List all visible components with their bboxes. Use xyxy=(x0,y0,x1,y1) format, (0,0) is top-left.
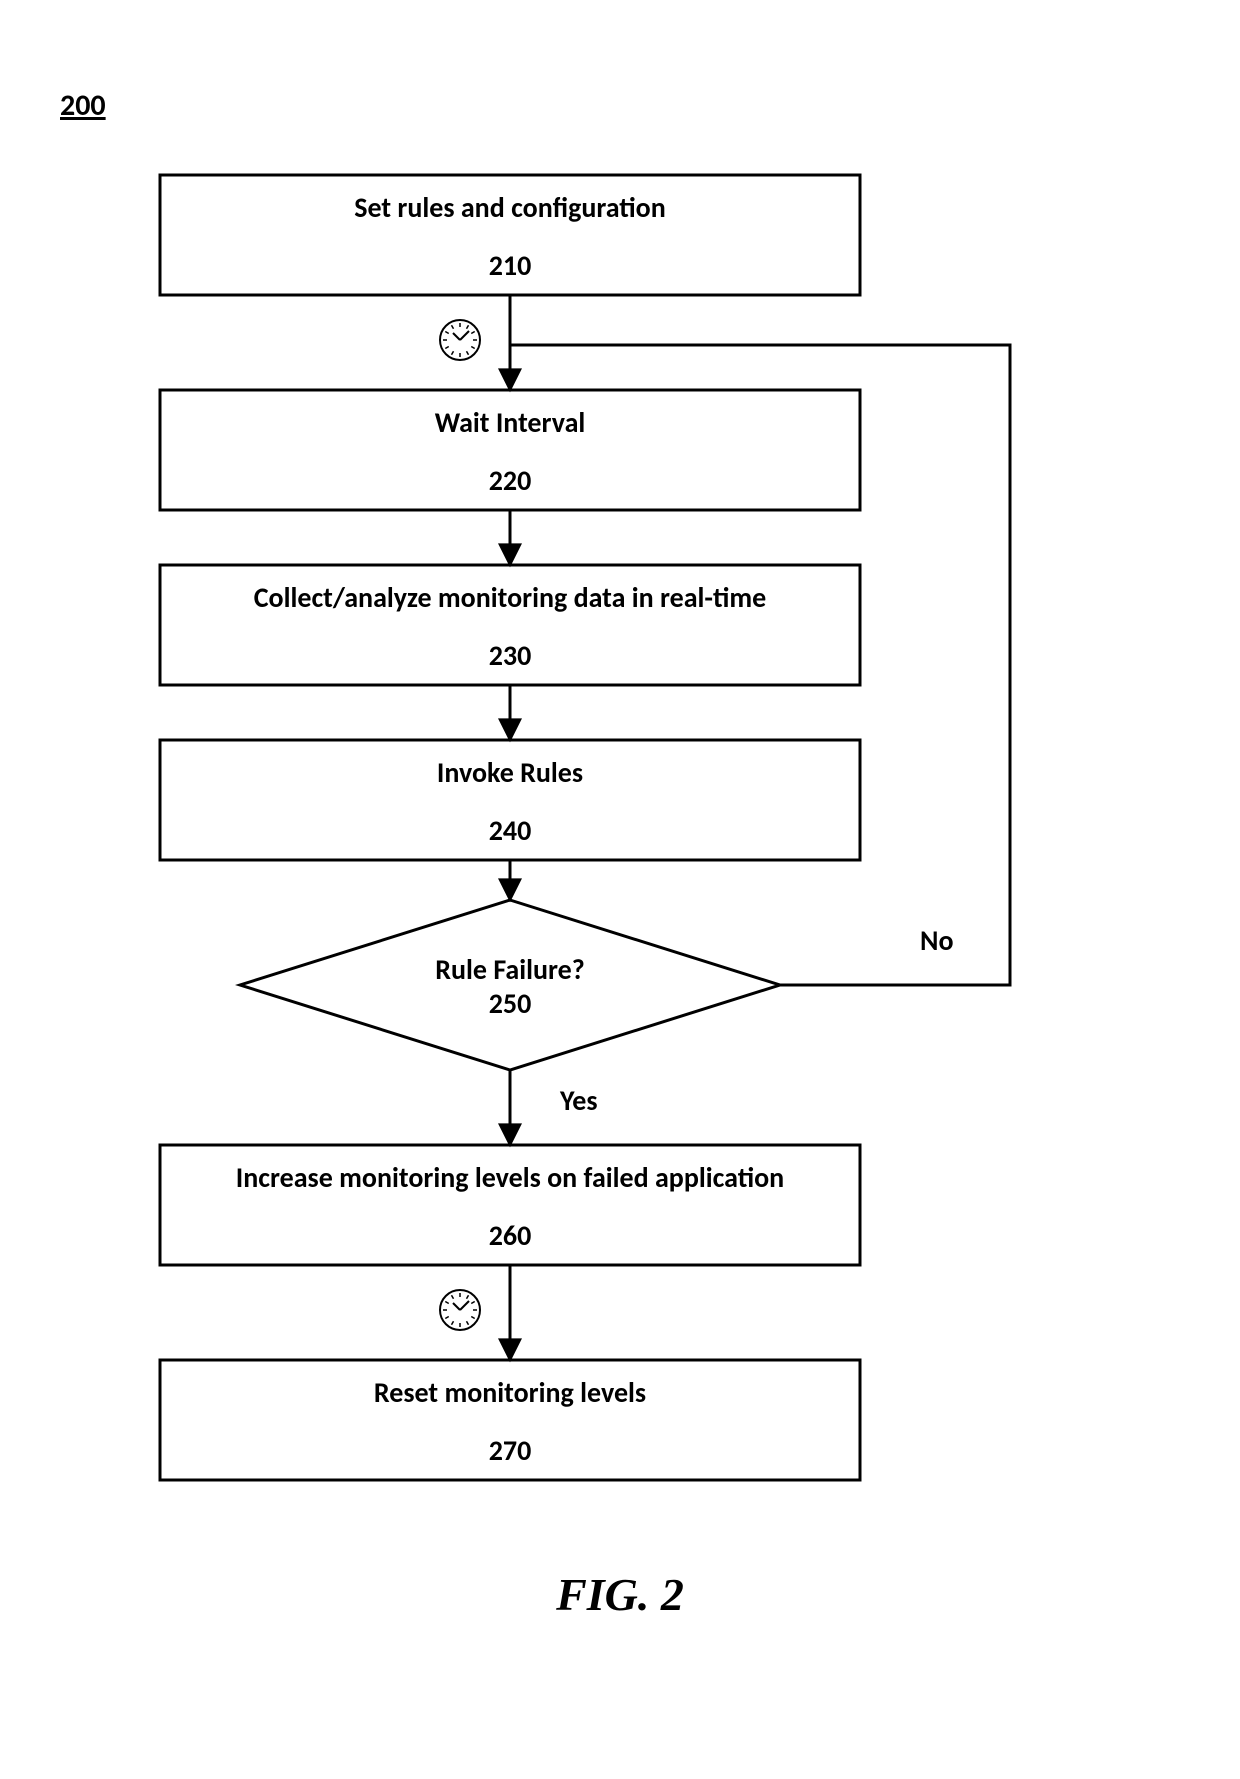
figure-caption: FIG. 2 xyxy=(555,1569,684,1620)
page-reference: 200 xyxy=(60,87,106,124)
node-label: Invoke Rules xyxy=(437,755,583,790)
clock-icon xyxy=(440,320,480,360)
node-n270: Reset monitoring levels 270 xyxy=(160,1360,860,1480)
node-ref: 260 xyxy=(489,1218,532,1253)
node-n240: Invoke Rules 240 xyxy=(160,740,860,860)
edge-label: No xyxy=(920,923,954,958)
node-n260: Increase monitoring levels on failed app… xyxy=(160,1145,860,1265)
node-n210: Set rules and configuration 210 xyxy=(160,175,860,295)
node-ref: 210 xyxy=(489,248,532,283)
clock-icon xyxy=(440,1290,480,1330)
node-ref: 250 xyxy=(489,986,532,1021)
node-ref: 220 xyxy=(489,463,532,498)
node-label: Set rules and configuration xyxy=(354,190,666,225)
node-label: Rule Failure? xyxy=(435,952,585,987)
node-label: Increase monitoring levels on failed app… xyxy=(236,1160,784,1195)
edge-label: Yes xyxy=(559,1083,598,1118)
node-label: Wait Interval xyxy=(435,405,586,440)
node-ref: 230 xyxy=(489,638,532,673)
node-label: Reset monitoring levels xyxy=(374,1375,646,1410)
node-n230: Collect/analyze monitoring data in real-… xyxy=(160,565,860,685)
edge-e250_loop xyxy=(510,345,1010,985)
node-n220: Wait Interval 220 xyxy=(160,390,860,510)
node-n250: Rule Failure?250 xyxy=(240,900,780,1070)
node-label: Collect/analyze monitoring data in real-… xyxy=(254,580,767,615)
node-ref: 240 xyxy=(489,813,532,848)
node-ref: 270 xyxy=(489,1433,532,1468)
